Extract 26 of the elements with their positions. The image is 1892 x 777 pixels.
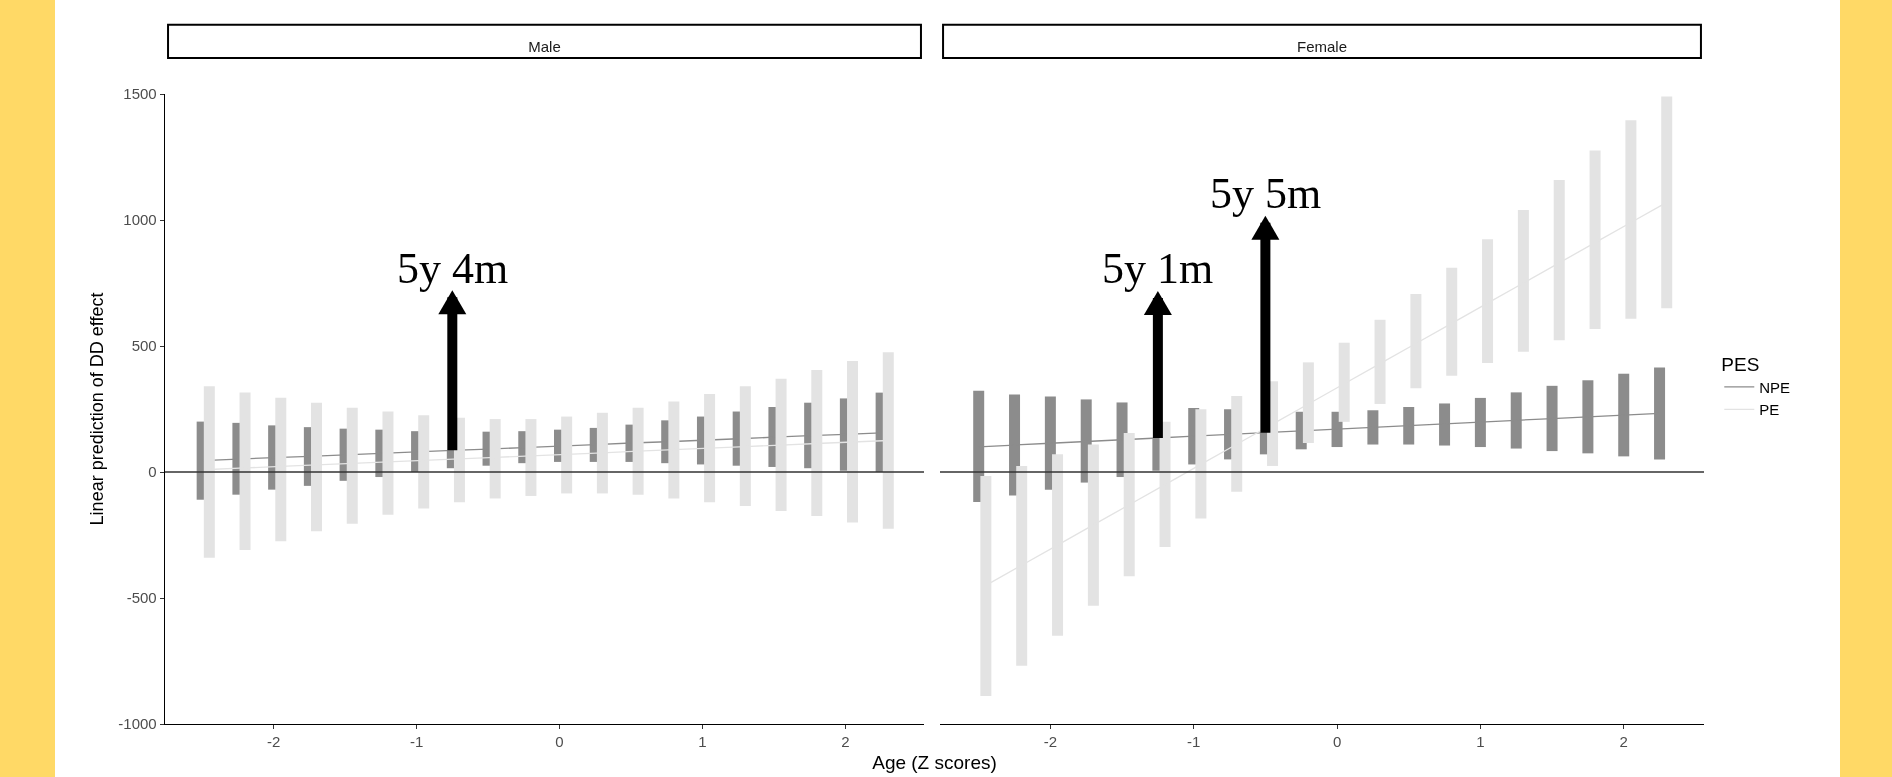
annotation: 5y 1m — [1102, 244, 1214, 293]
legend-label: PE — [1759, 401, 1780, 419]
y-tick-label: 1500 — [123, 85, 157, 103]
x-tick-label: 2 — [841, 733, 850, 751]
x-axis-title: Age (Z scores) — [871, 752, 998, 775]
legend-label: NPE — [1759, 378, 1791, 396]
x-tick-label: 2 — [1619, 733, 1628, 751]
y-tick-label: -500 — [126, 589, 157, 607]
chart-title: Female — [1296, 38, 1348, 56]
annotation: 5y 4m — [397, 244, 509, 293]
y-tick-label: 1000 — [123, 211, 157, 229]
legend-title: PES — [1721, 353, 1760, 375]
x-tick-label: -2 — [1043, 733, 1058, 751]
y-tick-label: 500 — [131, 337, 157, 355]
x-tick-label: 1 — [698, 733, 707, 751]
x-tick-label: 0 — [1332, 733, 1342, 751]
x-tick-label: -1 — [409, 733, 424, 751]
x-tick-label: 0 — [555, 733, 564, 751]
y-tick-label: 0 — [148, 463, 157, 481]
y-axis-title: Linear prediction of DD effect — [86, 292, 107, 526]
x-tick-label: 1 — [1476, 733, 1485, 751]
annotation: 5y 5m — [1210, 169, 1322, 218]
y-tick-label: -1000 — [118, 715, 157, 733]
x-tick-label: -1 — [1187, 733, 1201, 751]
x-tick-label: -2 — [266, 733, 281, 751]
chart-title: Male — [528, 38, 561, 56]
